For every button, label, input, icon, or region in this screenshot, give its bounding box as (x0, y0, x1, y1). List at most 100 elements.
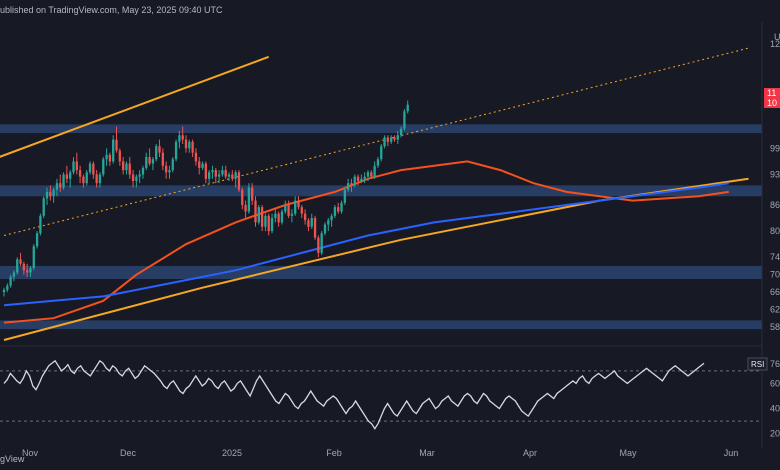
candle (247, 183, 251, 214)
candle (39, 213, 42, 236)
candle-body (350, 183, 353, 186)
candle (198, 157, 201, 175)
rsi-value-label: 76 (770, 359, 780, 369)
candle-body (174, 141, 178, 160)
candle (55, 178, 59, 197)
candle (370, 170, 373, 179)
candle-body (251, 187, 254, 201)
candle (303, 209, 307, 225)
candle-body (360, 178, 363, 181)
candle-body (6, 285, 9, 290)
sr-zone (0, 265, 762, 280)
candle (310, 213, 313, 229)
candle-body (333, 207, 337, 216)
candle (376, 157, 380, 168)
candle-body (171, 159, 174, 171)
candle-body (217, 174, 221, 177)
candle-body (267, 215, 270, 232)
candle-body (98, 174, 102, 184)
price-label: 11 (767, 88, 776, 98)
candle (356, 174, 360, 186)
candle (380, 143, 383, 162)
candle-body (32, 246, 35, 269)
candle-body (112, 139, 115, 162)
candle-body (82, 176, 85, 184)
candle-body (92, 163, 95, 175)
candle-body (383, 137, 386, 147)
candle (82, 174, 85, 188)
y-tick-label: 62 (770, 305, 780, 315)
candle (42, 196, 45, 219)
candle (49, 185, 52, 201)
candle (383, 135, 386, 149)
candle (29, 265, 32, 277)
candle-body (78, 170, 82, 177)
candle (337, 202, 340, 214)
candle (353, 174, 356, 188)
candle-body (35, 233, 39, 247)
candle (145, 152, 148, 171)
candle (92, 161, 95, 179)
candle (85, 170, 88, 186)
candle (274, 209, 277, 223)
publish-header: ublished on TradingView.com, May 23, 202… (0, 5, 223, 15)
candle-body (141, 167, 145, 175)
candle-body (234, 172, 237, 179)
candle (224, 165, 227, 179)
candle (267, 213, 270, 236)
candle-body (340, 202, 343, 212)
candle (241, 187, 244, 210)
candle-body (108, 154, 112, 162)
candle (323, 222, 327, 236)
candle-body (161, 152, 164, 166)
candle-body (294, 200, 297, 214)
candle (340, 200, 343, 214)
candle-body (158, 146, 161, 153)
candle-body (264, 215, 267, 227)
x-tick-label: Apr (523, 448, 537, 458)
y-tick-label: 70 (770, 270, 780, 280)
candle (406, 100, 409, 114)
candle (141, 165, 145, 179)
candle (327, 218, 330, 232)
candle (125, 161, 128, 175)
rsi-series-label: RSI (751, 360, 764, 369)
candle-body (178, 135, 181, 142)
candle-body (284, 204, 287, 212)
candle-body (254, 200, 257, 223)
candle (168, 165, 171, 179)
ma-long-line (3, 182, 729, 307)
candle (300, 204, 303, 219)
x-tick-label: 2025 (222, 448, 242, 458)
y-tick-label: 12 (770, 39, 780, 49)
candle (158, 139, 161, 158)
candle (330, 213, 333, 227)
candle-body (118, 150, 121, 162)
candle (208, 170, 211, 184)
candle (12, 270, 16, 282)
rsi-label-box (747, 357, 768, 371)
candle-body (320, 233, 323, 253)
candle-body (310, 218, 313, 227)
candle (52, 187, 55, 203)
candle (194, 148, 198, 166)
candle-body (390, 137, 393, 142)
candle-body (403, 111, 406, 129)
candle-body (198, 161, 201, 168)
candle (118, 148, 121, 166)
candle-body (343, 189, 346, 203)
x-tick-label: Jun (724, 448, 739, 458)
candle-body (181, 135, 184, 140)
candle (88, 161, 92, 175)
candle (188, 139, 191, 153)
candle-body (380, 146, 383, 160)
candle-body (280, 211, 284, 223)
rsi-y-tick-label: 40 (770, 404, 780, 414)
candle (264, 213, 267, 232)
candle-body (45, 191, 49, 199)
x-tick-label: Dec (120, 448, 137, 458)
candle (131, 170, 135, 188)
candle (270, 213, 274, 234)
ma-short-line (3, 160, 729, 324)
